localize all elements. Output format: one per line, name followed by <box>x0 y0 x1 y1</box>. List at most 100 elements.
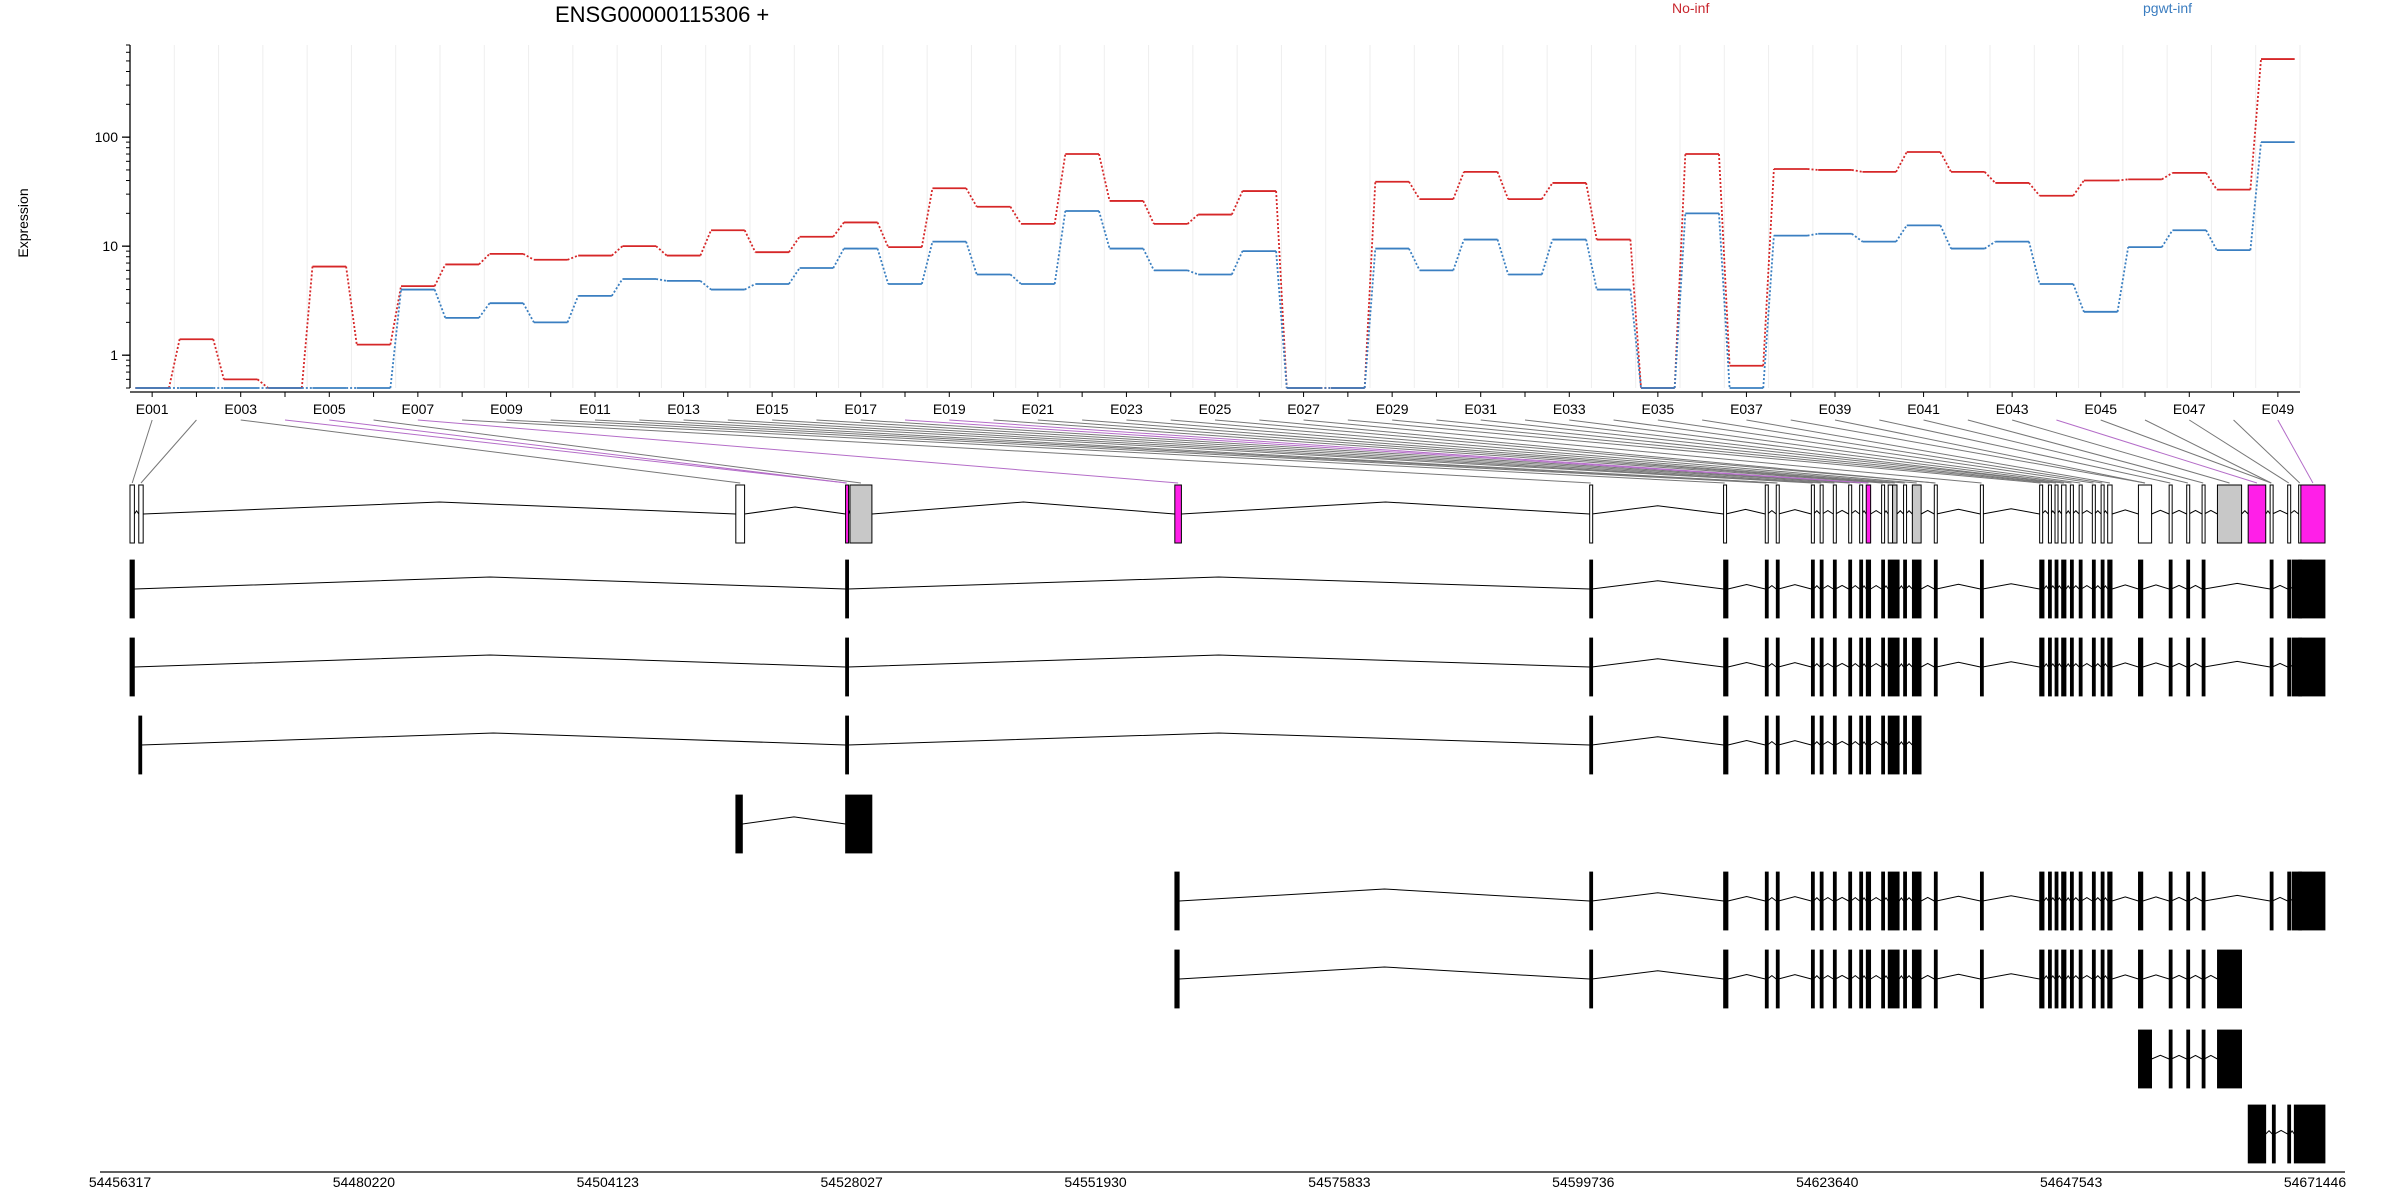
intron <box>1778 584 1812 590</box>
exon-label: E019 <box>933 401 966 417</box>
exon-block <box>2287 871 2292 931</box>
exon-label: E015 <box>756 401 789 417</box>
exon-block <box>1911 637 1922 697</box>
series-transition <box>2161 229 2174 248</box>
exon-block <box>2186 637 2191 697</box>
exon-block <box>2269 871 2274 931</box>
intron <box>1835 509 1849 515</box>
exon-block <box>2287 1104 2292 1164</box>
exon-block <box>2291 871 2326 931</box>
series-transition <box>566 295 580 323</box>
intron <box>2188 974 2203 980</box>
genomic-tick-label: 54456317 <box>89 1174 152 1190</box>
intron <box>1822 974 1834 980</box>
exon-connector <box>904 419 1869 484</box>
intron <box>2272 662 2288 668</box>
exon-block <box>1911 949 1922 1009</box>
exon-block <box>1174 949 1180 1009</box>
exon-connector <box>1259 419 1936 484</box>
exon-block <box>1848 637 1853 697</box>
exon-block <box>2247 1104 2267 1164</box>
exon-block <box>1911 715 1922 775</box>
exon-block <box>1174 484 1182 544</box>
exon-connector <box>1569 419 2072 484</box>
exon-block <box>1832 559 1837 619</box>
intron <box>1591 970 1724 980</box>
exon-block <box>1832 949 1837 1009</box>
exon-block <box>2168 949 2173 1009</box>
intron <box>1725 508 1766 515</box>
exon-block <box>2137 484 2153 544</box>
exon-block <box>2201 871 2206 931</box>
exon-block <box>1764 715 1769 775</box>
intron <box>2111 662 2139 668</box>
series-transition <box>168 339 181 389</box>
series-transition <box>2117 178 2129 182</box>
exon-block <box>1775 637 1780 697</box>
exon-connector <box>2056 419 2258 484</box>
exon-block <box>1775 715 1780 775</box>
intron <box>1898 896 1904 902</box>
exon-connector <box>1657 419 2094 484</box>
exon-block <box>2091 949 2096 1009</box>
intron <box>2171 1054 2187 1060</box>
intron <box>1727 973 1766 980</box>
exon-block <box>2168 484 2173 544</box>
intron <box>2289 510 2299 515</box>
exon-block <box>1881 559 1886 619</box>
exon-block <box>2039 559 2045 619</box>
intron <box>1767 585 1777 590</box>
exon-connector <box>240 419 741 484</box>
exon-block <box>2291 637 2326 697</box>
exon-connector <box>506 419 1725 484</box>
intron <box>2272 509 2288 515</box>
intron <box>2188 509 2203 515</box>
exon-connector <box>949 419 1869 484</box>
intron <box>1835 974 1849 980</box>
series-transition <box>1851 169 1863 173</box>
intron <box>134 654 846 668</box>
intron <box>1936 661 1981 668</box>
exon-label: E031 <box>1464 401 1497 417</box>
intron <box>1898 740 1904 746</box>
intron <box>143 501 736 515</box>
intron <box>1982 583 2040 590</box>
series-transition <box>300 266 314 389</box>
exon-block <box>1723 637 1729 697</box>
exon-block <box>2069 484 2074 544</box>
exon-connector-lines <box>131 419 2314 484</box>
series-transition <box>212 339 225 380</box>
exon-block <box>1892 484 1898 544</box>
exon-block <box>1810 715 1815 775</box>
genomic-tick-label: 54480220 <box>333 1174 396 1190</box>
exon-block <box>2287 559 2292 619</box>
exon-block <box>2168 871 2173 931</box>
intron <box>1850 663 1860 668</box>
exon-block <box>2269 484 2274 544</box>
exon-block <box>1589 559 1594 619</box>
intron <box>1936 895 1981 902</box>
intron <box>1778 662 1812 668</box>
exon-connector <box>1613 419 2081 484</box>
exon-connector <box>284 419 847 484</box>
series-transition <box>2028 182 2041 197</box>
series-transition <box>965 187 978 208</box>
exon-block <box>845 794 873 854</box>
exon-connector <box>1746 419 2110 484</box>
exon-block <box>2039 871 2045 931</box>
intron <box>2204 894 2271 902</box>
y-axis-label: Expression <box>15 188 31 258</box>
exon-block <box>2061 637 2067 697</box>
exon-block <box>2138 1029 2152 1089</box>
exon-connector <box>1967 419 2204 484</box>
series-transition <box>1275 251 1288 389</box>
exon-block <box>1723 949 1729 1009</box>
exon-block <box>1859 484 1864 544</box>
exon-connector <box>639 419 1778 484</box>
intron <box>1920 974 1935 980</box>
exon-block <box>2039 949 2045 1009</box>
intron <box>847 576 1590 590</box>
intron <box>1767 741 1777 746</box>
intron <box>2043 974 2049 980</box>
